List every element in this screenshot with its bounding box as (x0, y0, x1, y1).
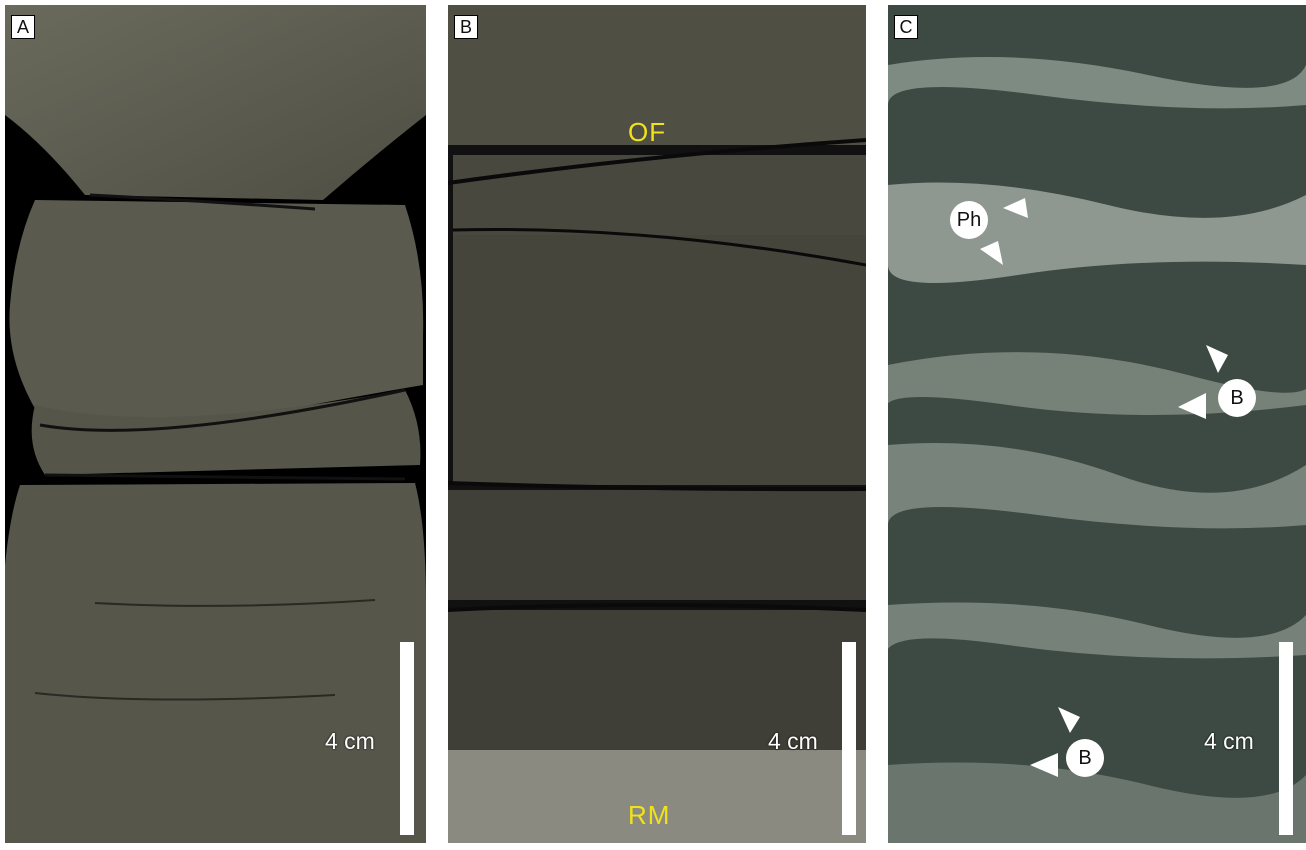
panel-a-scale-label: 4 cm (325, 728, 375, 754)
panel-a-letter: A (11, 15, 35, 39)
panel-a-core-photo: A 4 cm (5, 5, 426, 843)
panel-c-letter: C (894, 15, 918, 39)
panel-a-scale-bar (400, 642, 414, 835)
panel-c-marker-ph: Ph (950, 201, 988, 239)
panel-b-scale-label: 4 cm (768, 728, 818, 754)
panel-b-scale-bar (842, 642, 856, 835)
panel-c-marker-b-upper: B (1218, 379, 1256, 417)
panel-b-core-photo: B OF RM 4 cm (448, 5, 866, 843)
panel-b-label-rm: RM (628, 800, 671, 830)
core-segments-a (5, 5, 426, 843)
panel-c-core-photo: C Ph B B 4 cm (888, 5, 1306, 843)
panel-b-label-of: OF (628, 117, 667, 147)
panel-b-letter: B (454, 15, 478, 39)
mottled-texture-c (888, 5, 1306, 843)
panel-c-scale-bar (1279, 642, 1293, 835)
core-segments-b (448, 5, 866, 843)
panel-c-marker-b-lower: B (1066, 739, 1104, 777)
panel-c-scale-label: 4 cm (1204, 728, 1254, 754)
